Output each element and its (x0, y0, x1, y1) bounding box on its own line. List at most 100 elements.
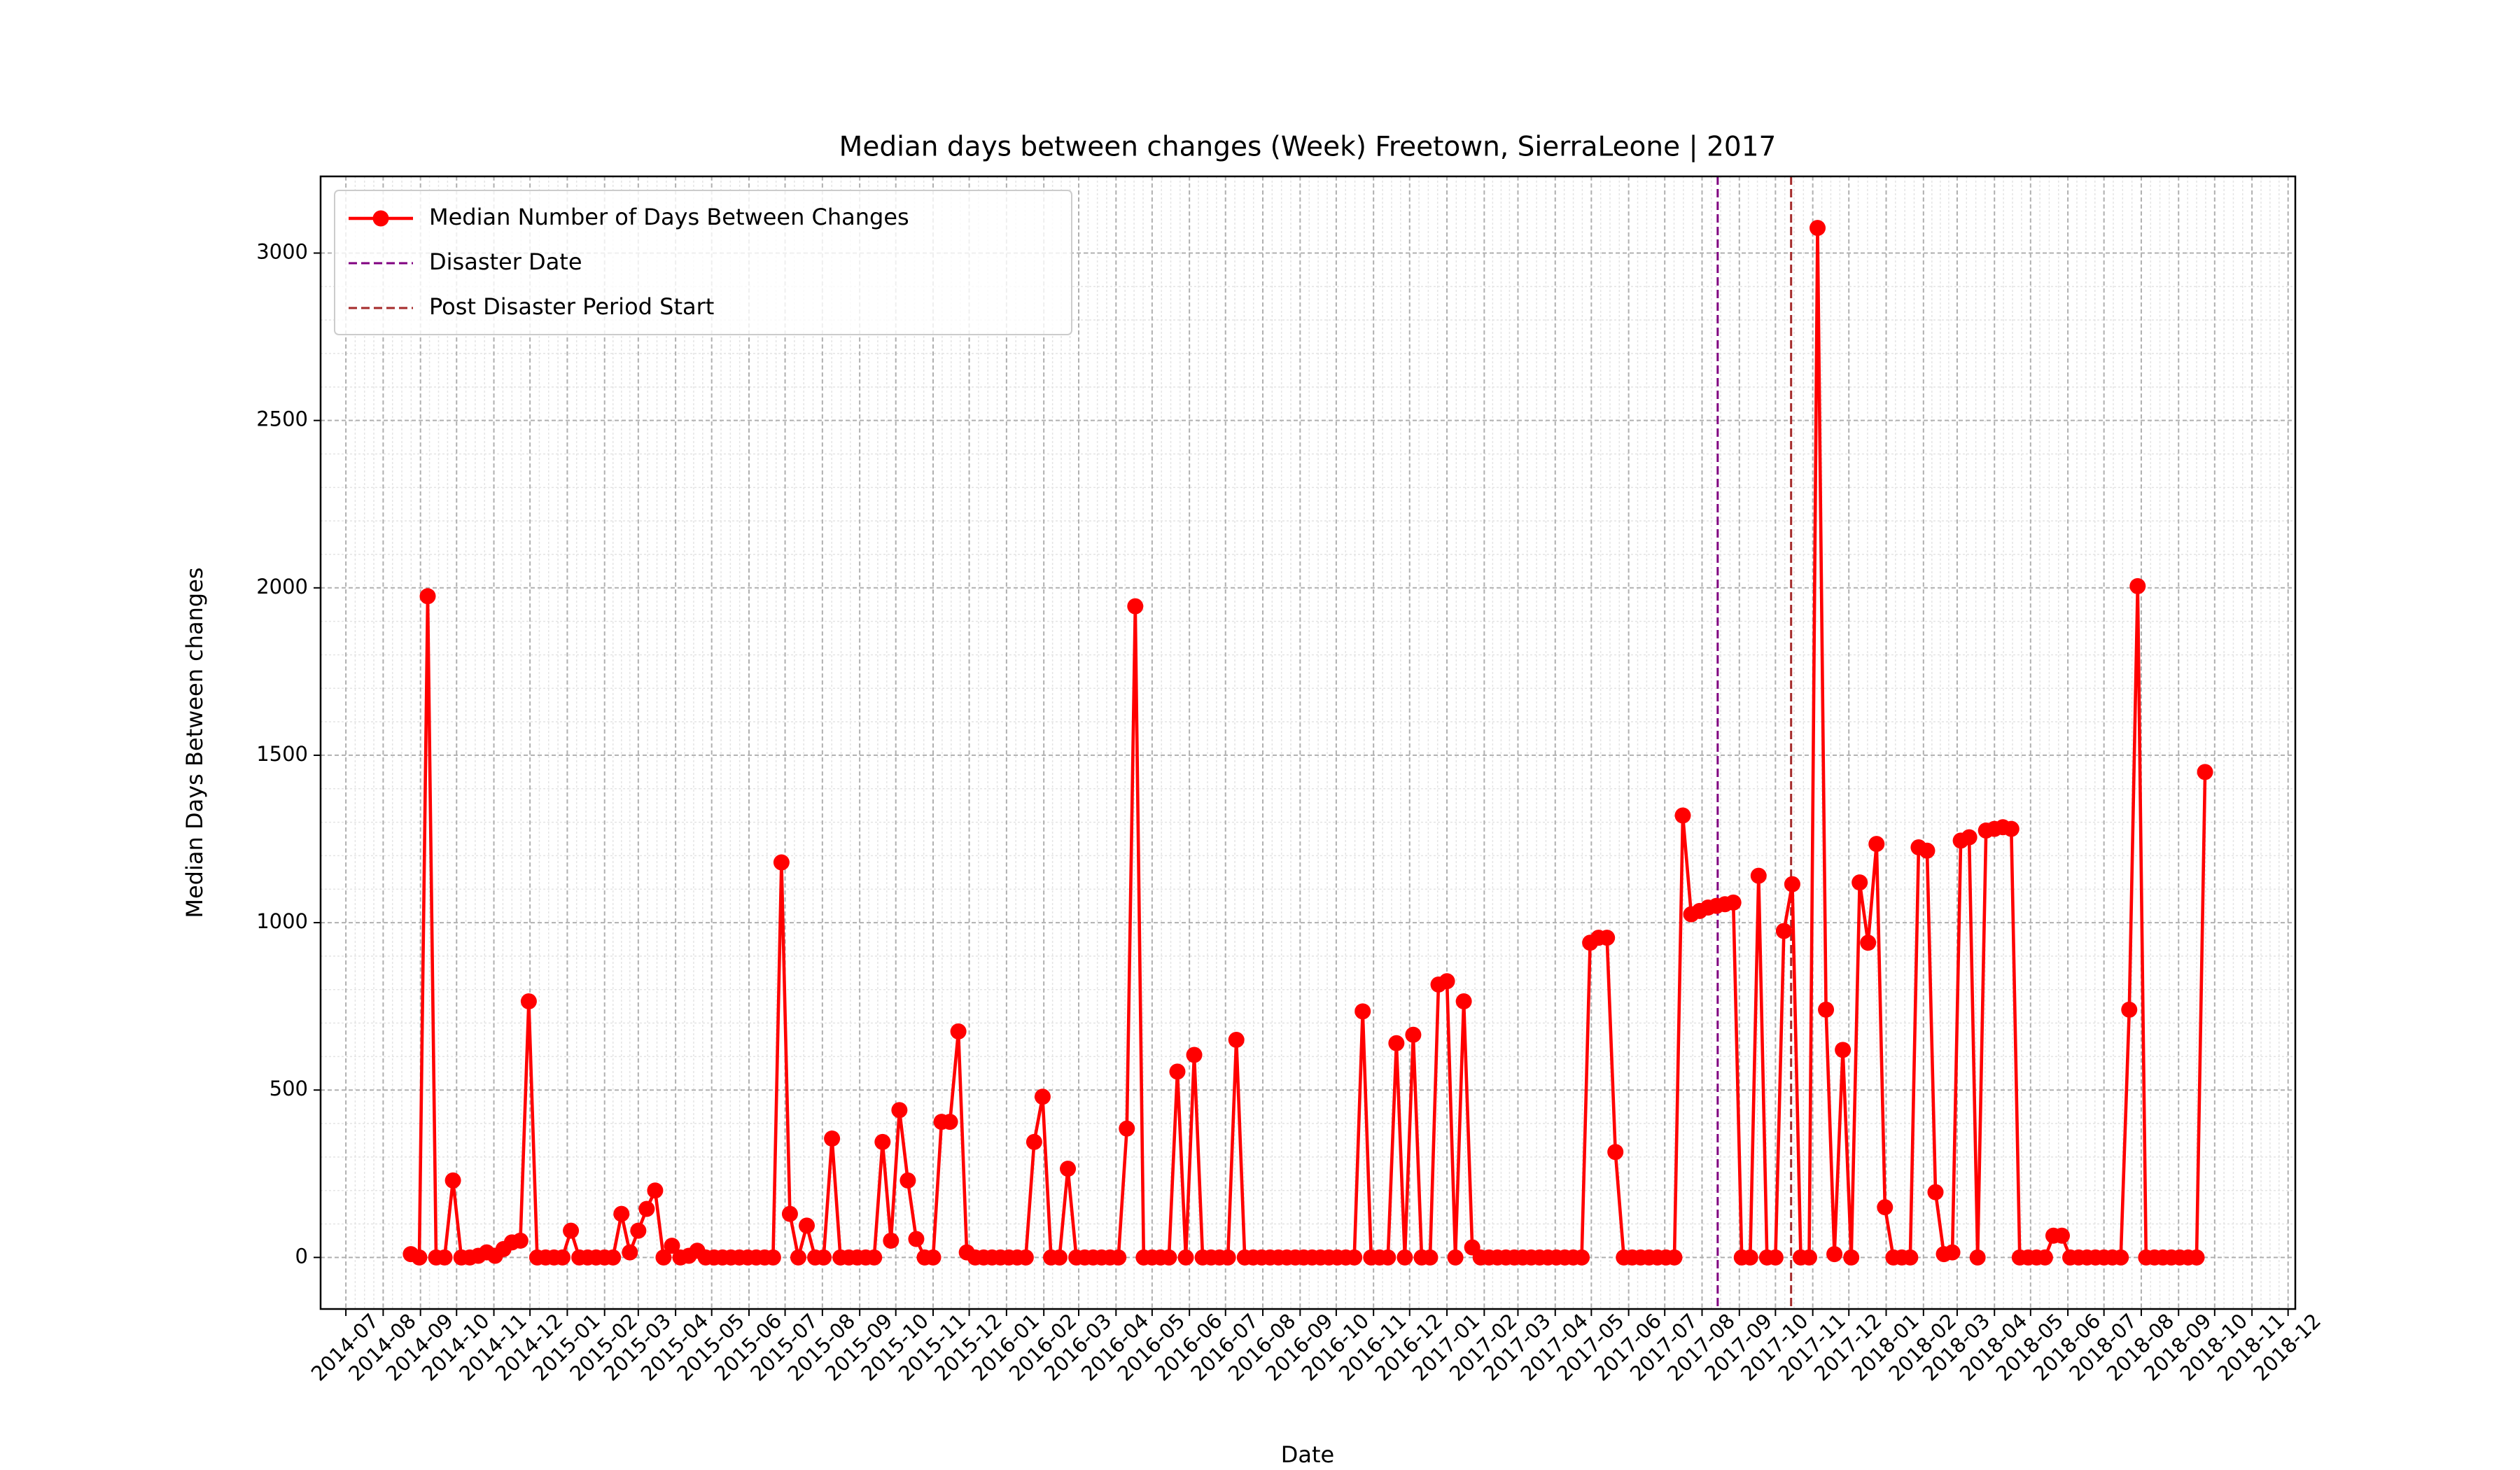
data-point (1405, 1026, 1422, 1043)
data-point (950, 1023, 967, 1040)
data-point (2053, 1227, 2070, 1244)
data-point (1422, 1249, 1438, 1266)
legend-label: Post Disaster Period Start (429, 293, 714, 320)
data-point (1961, 829, 1977, 846)
data-point (1809, 220, 1826, 237)
data-point (647, 1182, 664, 1199)
data-point (2121, 1001, 2138, 1018)
data-point (1835, 1042, 1851, 1058)
data-point (1607, 1144, 1624, 1161)
data-point (908, 1231, 925, 1247)
data-point (411, 1249, 428, 1266)
y-tick-label: 2500 (256, 407, 308, 431)
data-point (1354, 1003, 1371, 1020)
data-point (419, 588, 436, 605)
chart-title: Median days between changes (Week) Freet… (839, 132, 1777, 163)
data-point (613, 1205, 630, 1222)
data-point (655, 1249, 672, 1266)
legend-box (334, 190, 1072, 335)
plot-frame (319, 175, 2297, 1310)
data-point (824, 1130, 841, 1147)
data-point (1725, 894, 1742, 911)
data-point (1742, 1249, 1758, 1266)
data-point (1447, 1249, 1464, 1266)
data-point (899, 1172, 916, 1189)
data-point (622, 1244, 638, 1261)
y-axis-label: Median Days Between changes (181, 567, 208, 918)
y-tick-label: 3000 (256, 240, 308, 264)
data-point (773, 854, 790, 871)
data-point (1800, 1249, 1817, 1266)
data-point (630, 1222, 647, 1239)
data-point (1860, 934, 1877, 951)
data-point (1219, 1249, 1236, 1266)
data-point (790, 1249, 806, 1266)
data-point (1775, 923, 1792, 939)
data-point (781, 1205, 798, 1222)
data-point (1674, 807, 1691, 824)
data-point (554, 1249, 571, 1266)
y-tick-label: 1500 (256, 742, 308, 766)
data-point (883, 1232, 899, 1249)
data-point (563, 1222, 580, 1239)
data-point (1186, 1046, 1203, 1063)
data-point (2129, 578, 2146, 594)
data-point (941, 1114, 958, 1130)
data-point (520, 993, 537, 1009)
data-point (605, 1249, 622, 1266)
data-point (1396, 1249, 1413, 1266)
series-line (410, 226, 2207, 1259)
data-point (1927, 1184, 1944, 1200)
data-point (1228, 1031, 1245, 1048)
data-point (1438, 973, 1455, 990)
data-point (1388, 1035, 1405, 1051)
data-point (1877, 1199, 1893, 1216)
data-point (512, 1232, 528, 1249)
data-point (1346, 1249, 1363, 1266)
data-point (1843, 1249, 1860, 1266)
data-point (1455, 993, 1472, 1009)
data-point (1119, 1120, 1135, 1137)
data-point (664, 1238, 680, 1254)
data-point (638, 1200, 655, 1217)
data-point (1784, 876, 1800, 892)
y-tick-label: 1000 (256, 909, 308, 933)
y-tick-label: 2000 (256, 575, 308, 598)
data-point (444, 1172, 461, 1189)
data-point (1826, 1246, 1843, 1263)
data-point (2113, 1249, 2129, 1266)
data-point (1919, 842, 1935, 859)
x-axis-label: Date (1281, 1441, 1334, 1468)
data-point (1017, 1249, 1034, 1266)
data-point (1944, 1244, 1961, 1261)
data-point (816, 1249, 832, 1266)
data-point (1868, 836, 1885, 853)
y-tick-label: 500 (270, 1077, 308, 1100)
data-point (2188, 1249, 2205, 1266)
data-point (925, 1249, 941, 1266)
data-point (1851, 874, 1868, 891)
data-point (764, 1249, 781, 1266)
data-point (1034, 1088, 1051, 1105)
data-point (2003, 820, 2019, 837)
data-point (1767, 1249, 1784, 1266)
data-point (1380, 1249, 1396, 1266)
data-point (1060, 1161, 1077, 1177)
data-point (799, 1217, 816, 1234)
data-point (1169, 1063, 1186, 1080)
data-point (1574, 1249, 1590, 1266)
data-point (1161, 1249, 1177, 1266)
data-point (891, 1102, 908, 1119)
legend-label: Median Number of Days Between Changes (429, 204, 909, 230)
legend-marker (372, 210, 389, 227)
data-point (1177, 1249, 1194, 1266)
data-point (1051, 1249, 1068, 1266)
data-point (1818, 1001, 1835, 1018)
data-point (1599, 930, 1616, 946)
data-point (866, 1249, 883, 1266)
data-point (1750, 867, 1767, 884)
data-point (1666, 1249, 1683, 1266)
data-point (436, 1249, 453, 1266)
data-point (1026, 1133, 1042, 1150)
